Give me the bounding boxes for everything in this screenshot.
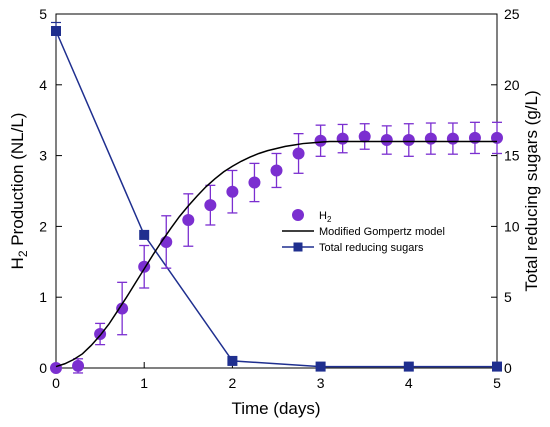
sugars-point	[227, 355, 238, 366]
h2-point	[292, 147, 305, 160]
y-left-tick-label: 0	[39, 360, 47, 376]
y-right-tick-label: 20	[504, 77, 520, 93]
x-tick-label: 5	[493, 375, 501, 391]
y-left-tick-label: 3	[39, 148, 47, 164]
h2-point	[446, 132, 459, 145]
h2-point	[248, 176, 261, 189]
y-left-tick-label: 2	[39, 218, 47, 234]
y-left-tick-label: 1	[39, 289, 47, 305]
y-right-tick-label: 10	[504, 218, 520, 234]
sugars-point	[51, 25, 61, 36]
legend-model-label: Modified Gompertz model	[319, 226, 445, 238]
h2-point	[226, 185, 239, 198]
plot-frame	[55, 13, 498, 369]
y-right-tick-label: 25	[504, 6, 520, 22]
y-left-tick-label: 4	[39, 77, 47, 93]
h2-point	[182, 214, 195, 227]
h2-point	[72, 359, 85, 372]
gompertz-model-line	[55, 140, 497, 368]
legend-h2-marker	[292, 209, 304, 221]
h2-point	[314, 134, 327, 147]
h2-point	[270, 164, 283, 177]
legend-h2-label: H2	[319, 210, 332, 224]
legend-sugars-marker	[293, 242, 303, 252]
x-tick-label: 3	[317, 375, 325, 391]
x-tick-label: 1	[140, 375, 148, 391]
h2-point	[358, 130, 371, 143]
series-layer	[50, 21, 503, 374]
legend-sugars-label: Total reducing sugars	[319, 242, 424, 254]
h2-point	[50, 362, 62, 374]
y-left-tick-label: 5	[39, 6, 47, 22]
x-tick-label: 0	[52, 375, 60, 391]
y-right-tick-label: 5	[504, 289, 512, 305]
h2-point	[204, 199, 217, 212]
legend: H2 Modified Gompertz model Total reducin…	[282, 209, 445, 254]
x-axis-title: Time (days)	[231, 399, 320, 418]
sugars-point	[139, 229, 150, 240]
h2-point	[424, 132, 437, 145]
y-right-tick-label: 0	[504, 360, 512, 376]
sugars-point	[315, 361, 326, 372]
y-right-tick-label: 15	[504, 148, 520, 164]
sugars-point	[492, 361, 502, 372]
x-tick-label: 4	[405, 375, 413, 391]
h2-point	[336, 132, 349, 145]
h2-point	[116, 302, 129, 315]
x-tick-label: 2	[229, 375, 237, 391]
sugars-point	[403, 361, 414, 372]
y-axis-right-title: Total reducing sugars (g/L)	[522, 90, 541, 291]
y-axis-left-title: H2 Production (NL/L)	[8, 113, 30, 270]
sugars-line	[55, 30, 497, 368]
h2-point	[380, 134, 393, 147]
h2-point	[402, 134, 415, 147]
